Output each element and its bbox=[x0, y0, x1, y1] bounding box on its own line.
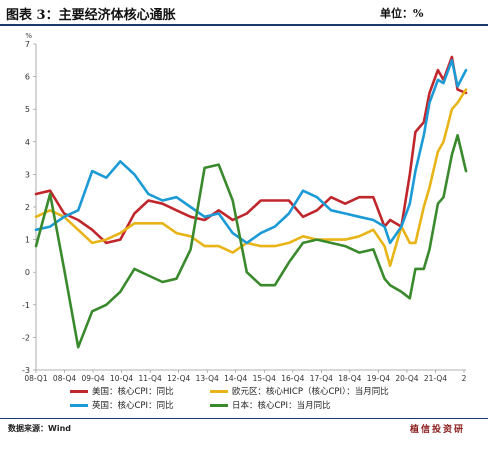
y-tick-label: 7 bbox=[25, 40, 30, 49]
x-tick-label: 09-Q4 bbox=[81, 374, 104, 383]
x-tick-label: 20-Q4 bbox=[395, 374, 418, 383]
series-line-2 bbox=[34, 58, 468, 245]
x-tick-label: 16-Q4 bbox=[281, 374, 304, 383]
legend-label-uk: 英国：核心CPI：同比 bbox=[92, 401, 174, 411]
x-tick-label: 11-Q4 bbox=[139, 374, 162, 383]
y-tick-label: 1 bbox=[25, 236, 30, 245]
legend-item-japan: 日本：核心CPI：当月同比 bbox=[210, 399, 331, 411]
line-chart: % -3 -2 -1 0 1 2 3 4 5 6 7 08-Q1 08-Q4 09-Q4 10-Q4 11-Q4… bbox=[22, 32, 468, 383]
header-rule bbox=[0, 24, 488, 26]
x-tick-label: 18-Q4 bbox=[338, 374, 361, 383]
legend-label-eurozone: 欧元区：核心HICP（核心CPI）：当月同比 bbox=[232, 387, 389, 397]
y-tick-label: 4 bbox=[25, 138, 30, 147]
legend-item-us: 美国：核心CPI：同比 bbox=[70, 385, 174, 397]
unit-label: 单位：% bbox=[380, 7, 424, 20]
x-tick-label: 10-Q4 bbox=[110, 374, 133, 383]
y-tick-label: 0 bbox=[25, 268, 30, 277]
legend-label-us: 美国：核心CPI：同比 bbox=[92, 387, 174, 397]
footer-rule bbox=[0, 418, 488, 419]
x-tick-label: 19-Q4 bbox=[367, 374, 390, 383]
x-tick-label: 14-Q4 bbox=[224, 374, 247, 383]
legend-swatch-us bbox=[70, 390, 88, 393]
series-line-0 bbox=[34, 55, 468, 245]
x-tick-label: 08-Q4 bbox=[53, 374, 76, 383]
x-tick-label: 17-Q4 bbox=[310, 374, 333, 383]
x-tick-label: 21-Q4 bbox=[424, 374, 447, 383]
y-tick-label: -3 bbox=[22, 366, 30, 375]
x-tick-label: 12-Q4 bbox=[167, 374, 190, 383]
legend-label-japan: 日本：核心CPI：当月同比 bbox=[232, 401, 331, 411]
x-tick-label: 15-Q4 bbox=[253, 374, 276, 383]
x-tick-label: 08-Q1 bbox=[24, 374, 47, 383]
series-line-3 bbox=[34, 134, 468, 349]
series-line-1 bbox=[34, 88, 468, 268]
y-axis-unit-label: % bbox=[25, 32, 32, 40]
legend-swatch-japan bbox=[210, 404, 228, 407]
y-tick-label: 5 bbox=[25, 105, 30, 114]
data-source: 数据来源：Wind bbox=[8, 424, 71, 433]
y-tick-label: 6 bbox=[25, 73, 30, 82]
y-tick-label: -1 bbox=[22, 301, 30, 310]
brand-watermark: 植信投资研 bbox=[410, 425, 466, 435]
chart-series bbox=[34, 55, 468, 349]
y-tick-label: 3 bbox=[25, 170, 30, 179]
legend-item-uk: 英国：核心CPI：同比 bbox=[70, 399, 174, 411]
y-tick-label: -2 bbox=[22, 333, 30, 342]
x-tick-label: 13-Q4 bbox=[196, 374, 219, 383]
x-tick-label: 2 bbox=[462, 374, 467, 383]
legend-swatch-eurozone bbox=[210, 390, 228, 393]
legend-item-eurozone: 欧元区：核心HICP（核心CPI）：当月同比 bbox=[210, 385, 389, 397]
chart-axes: % -3 -2 -1 0 1 2 3 4 5 6 7 08-Q1 08-Q4 09-Q4 10-Q4 11-Q4… bbox=[22, 32, 467, 383]
legend-swatch-uk bbox=[70, 404, 88, 407]
y-tick-label: 2 bbox=[25, 203, 30, 212]
chart-title: 图表 3：主要经济体核心通胀 bbox=[6, 8, 176, 23]
